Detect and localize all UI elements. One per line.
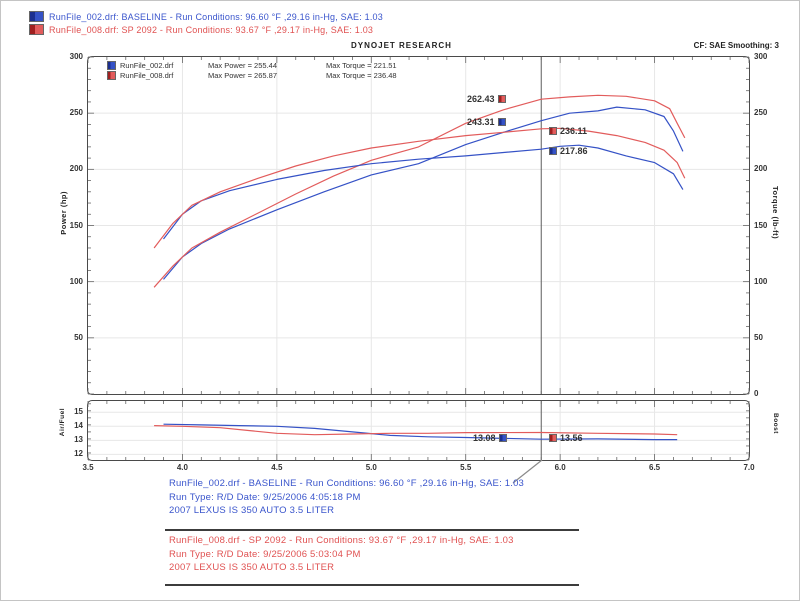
header-run-baseline: RunFile_002.drf: BASELINE - Run Conditio… [29, 11, 383, 22]
legend-injen-swatch [107, 71, 116, 80]
rpm-tick-label: 6.5 [649, 463, 661, 472]
afr-tick-label: 15 [74, 407, 83, 417]
injen-color-swatch [29, 24, 44, 35]
footer-injen-line1: RunFile_008.drf - SP 2092 - Run Conditio… [169, 535, 514, 546]
power-tick-label: 300 [69, 52, 83, 61]
power-tick-label: 150 [69, 220, 83, 230]
legend-baseline-file: RunFile_002.drf [120, 61, 174, 70]
footer-injen-block: RunFile_008.drf - SP 2092 - Run Conditio… [169, 534, 514, 575]
blue-marker-chip [497, 118, 506, 126]
power-torque-plot [87, 56, 750, 395]
readout-value: 262.43 [467, 94, 495, 104]
power-tick-label: 250 [69, 108, 83, 118]
rpm-tick-label: 6.0 [554, 463, 566, 472]
cursor-readout-13-56: 13.56 [549, 433, 583, 443]
torque-tick-label: 250 [754, 108, 768, 118]
legend-row-baseline: RunFile_002.drf Max Power = 255.44 Max T… [107, 61, 397, 70]
rpm-tick-label: 5.5 [460, 463, 472, 472]
torque-tick-label: 100 [754, 276, 768, 286]
cursor-readout-262-43: 262.43 [467, 94, 506, 104]
torque-tick-label: 200 [754, 164, 768, 174]
red-marker-chip [549, 434, 557, 442]
baseline-power-hp-curve [163, 106, 684, 280]
torque-tick-label: 150 [754, 220, 768, 230]
red-marker-chip [497, 95, 506, 103]
legend-injen-max-power: Max Power = 265.87 [208, 71, 277, 80]
afr-tick-label: 12 [74, 449, 83, 459]
rpm-tick-label: 4.0 [176, 463, 188, 472]
baseline-torque-lbft-curve [163, 144, 684, 240]
rpm-tick-label: 3.5 [82, 463, 94, 472]
baseline-color-swatch [29, 11, 44, 22]
afr-tick-label: 14 [74, 421, 83, 431]
cursor-pointer-line [512, 459, 543, 484]
readout-value: 13.08 [473, 433, 496, 443]
cursor-readout-13-08: 13.08 [473, 433, 507, 443]
readout-value: 13.56 [560, 433, 583, 443]
torque-tick-label: 300 [754, 52, 768, 61]
footer-injen-line3: 2007 LEXUS IS 350 AUTO 3.5 LITER [169, 562, 335, 573]
power-tick-label: 100 [69, 276, 83, 286]
dynojet-brand-title: DYNOJET RESEARCH [351, 41, 452, 50]
blue-marker-chip [549, 147, 557, 155]
injen-torque-lbft-curve [153, 127, 686, 249]
legend-row-injen: RunFile_008.drf Max Power = 265.87 Max T… [107, 71, 397, 80]
airfuel-panel [87, 400, 750, 461]
legend-baseline-swatch [107, 61, 116, 70]
legend-injen-file: RunFile_008.drf [120, 71, 174, 80]
legend-baseline-max-power: Max Power = 255.44 [208, 61, 277, 70]
divider-rule-top [165, 529, 579, 531]
correction-factor-label: CF: SAE Smoothing: 3 [693, 41, 779, 50]
blue-marker-chip [498, 434, 507, 442]
rpm-tick-label: 5.0 [365, 463, 377, 472]
baseline-run-conditions: RunFile_002.drf: BASELINE - Run Conditio… [49, 11, 383, 22]
injen-afr-curve [154, 425, 678, 436]
footer-injen-line2: Run Type: R/D Date: 9/25/2006 5:03:04 PM [169, 548, 361, 560]
rpm-tick-label: 4.5 [271, 463, 283, 472]
readout-value: 243.31 [467, 117, 495, 127]
legend-injen-max-torque: Max Torque = 236.48 [326, 71, 397, 80]
divider-rule-bottom [165, 584, 579, 586]
injen-run-conditions: RunFile_008.drf: SP 2092 - Run Condition… [49, 24, 374, 35]
rpm-tick-label: 7.0 [743, 463, 755, 472]
power-tick-label: 200 [69, 164, 83, 174]
readout-value: 236.11 [560, 126, 588, 136]
boost-axis-label: Boost [772, 413, 779, 434]
torque-tick-label: 50 [754, 332, 763, 342]
injen-power-hp-curve [153, 94, 686, 288]
power-tick-label: 50 [74, 332, 83, 342]
readout-value: 217.86 [560, 146, 588, 156]
afr-tick-label: 13 [74, 435, 83, 445]
footer-baseline-block: RunFile_002.drf - BASELINE - Run Conditi… [169, 477, 524, 518]
torque-tick-label: 0 [754, 389, 759, 398]
footer-baseline-line2: Run Type: R/D Date: 9/25/2006 4:05:18 PM [169, 491, 361, 503]
footer-baseline-line1: RunFile_002.drf - BASELINE - Run Conditi… [169, 478, 525, 489]
cursor-readout-217-86: 217.86 [549, 146, 588, 156]
baseline-afr-curve [163, 423, 678, 441]
airfuel-plot [87, 401, 750, 461]
cursor-readout-236-11: 236.11 [549, 126, 587, 136]
red-marker-chip [549, 127, 557, 135]
torque-axis-label: Torque (lb-ft) [771, 186, 780, 240]
header-run-injen: RunFile_008.drf: SP 2092 - Run Condition… [29, 24, 373, 35]
cursor-readout-243-31: 243.31 [467, 117, 506, 127]
footer-baseline-line3: 2007 LEXUS IS 350 AUTO 3.5 LITER [169, 505, 335, 516]
legend-baseline-max-torque: Max Torque = 221.51 [326, 61, 397, 70]
